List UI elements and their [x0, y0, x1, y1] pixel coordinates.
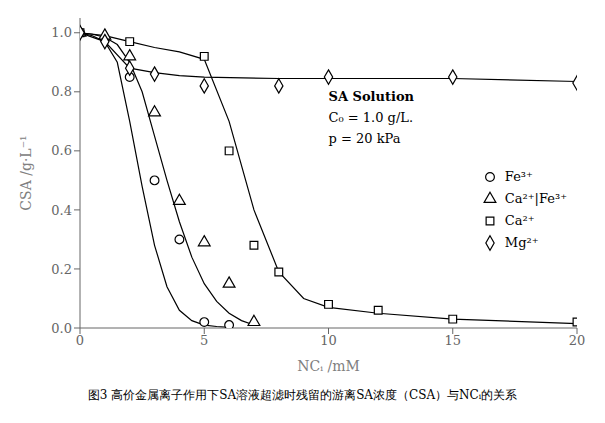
svg-text:0.2: 0.2 — [51, 262, 72, 277]
html-text:SA Solution: SA Solution — [328, 89, 414, 105]
svg-text:0.8: 0.8 — [51, 84, 72, 99]
svg-text:1.0: 1.0 — [51, 25, 72, 40]
svg-text:0: 0 — [76, 333, 84, 348]
svg-text:0.4: 0.4 — [51, 203, 72, 218]
html-text:C₀ = 1.0 g/L.: C₀ = 1.0 g/L. — [328, 110, 414, 126]
svg-text:NCᵢ /mM: NCᵢ /mM — [297, 358, 360, 374]
html-text:Fe³⁺: Fe³⁺ — [504, 169, 533, 185]
html-text:Ca²⁺|Fe³⁺: Ca²⁺|Fe³⁺ — [504, 191, 568, 207]
svg-text:20: 20 — [569, 333, 586, 348]
html-text:图3 高价金属离子作用下SA溶液超滤时残留的游离SA浓度（C: 图3 高价金属离子作用下SA溶液超滤时残留的游离SA浓度（CSA）与NCᵢ的关系 — [87, 388, 518, 402]
svg-text:CSA /g·L⁻¹: CSA /g·L⁻¹ — [18, 135, 34, 210]
html-text:Ca²⁺: Ca²⁺ — [504, 213, 535, 229]
svg-text:0.6: 0.6 — [51, 143, 72, 158]
svg-text:10: 10 — [320, 333, 337, 348]
svg-text:15: 15 — [444, 333, 461, 348]
svg-text:0.0: 0.0 — [51, 321, 72, 336]
html-text:p = 20 kPa: p = 20 kPa — [328, 131, 401, 147]
html-text:Mg²⁺: Mg²⁺ — [504, 235, 539, 251]
svg-text:5: 5 — [200, 333, 208, 348]
